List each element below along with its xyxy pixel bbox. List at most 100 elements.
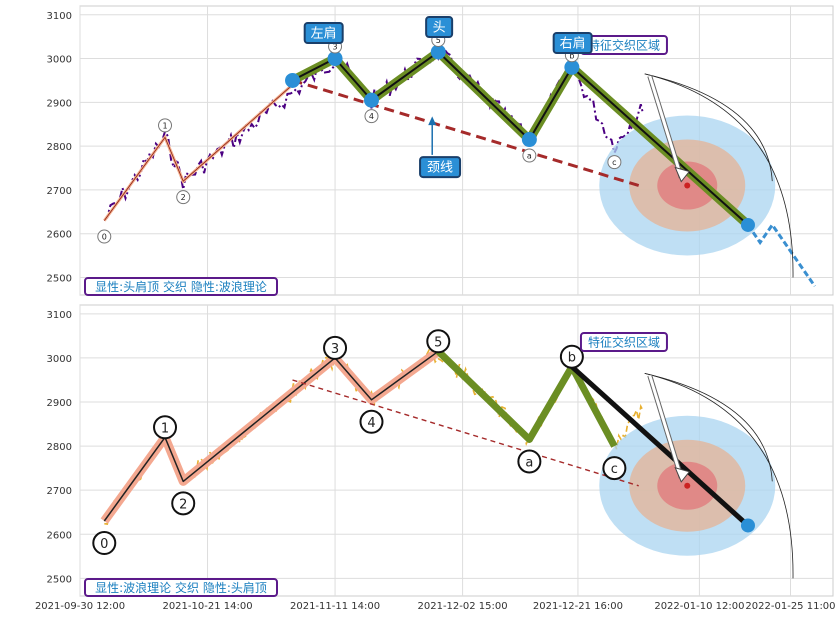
right-shoulder-label: 右肩 xyxy=(560,36,586,52)
neckline-label: 颈线 xyxy=(427,161,453,176)
wave-label-3: 3 xyxy=(331,342,339,357)
wave-label-4: 4 xyxy=(367,416,375,431)
y-tick-label: 3000 xyxy=(47,55,72,66)
target-point xyxy=(684,482,691,489)
panel-footer-label: 显性:头肩顶 交织 隐性:波浪理论 xyxy=(95,279,267,294)
head-label-box xyxy=(425,16,454,38)
top-panel: 2500 2600 2700 2800 2900 3000 3100 0 1 2 3 4 5 a b c 显性:… xyxy=(47,5,834,296)
x-tick-label: 2021-11-11 14:00 xyxy=(290,601,380,612)
forecast-arc-inner xyxy=(644,73,773,182)
y-tick-label: 2800 xyxy=(47,442,72,453)
x-tick-label: 2021-12-21 16:00 xyxy=(533,601,623,612)
neckline-label-box xyxy=(419,156,462,179)
forecast-endpoint xyxy=(740,217,755,232)
wave-label-circle xyxy=(92,531,117,556)
y-tick-label: 3100 xyxy=(47,11,72,22)
left-shoulder-label: 左肩 xyxy=(311,26,337,42)
wave-label-circle xyxy=(158,118,173,133)
wave-label-circle xyxy=(602,456,627,481)
x-tick-label: 2021-10-21 14:00 xyxy=(162,601,252,612)
wave-impulse-core xyxy=(103,84,293,221)
pattern-marker xyxy=(430,44,446,60)
panel-footer-label-box xyxy=(84,578,278,597)
forecast-arc xyxy=(644,372,794,579)
wave-label-circle xyxy=(171,491,196,516)
forecast-arc-inner xyxy=(644,372,773,482)
wave-label-3: 3 xyxy=(333,43,338,52)
wave-label-0: 0 xyxy=(102,233,107,242)
wave-label-1: 1 xyxy=(161,421,169,436)
x-tick-label: 2021-09-30 12:00 xyxy=(35,601,125,612)
wave-label-circle xyxy=(323,335,348,360)
wave-label-a: a xyxy=(527,152,532,161)
pattern-marker xyxy=(564,59,580,75)
wave-label-b: b xyxy=(569,51,574,60)
overlap-zone-label: 特征交织区域 xyxy=(588,334,660,349)
neckline xyxy=(292,78,640,187)
bottom-panel: 2500 2600 2700 2800 2900 3000 3100 0 1 2 3 4 5 a b c 显性:… xyxy=(47,304,834,597)
wave-label-c: c xyxy=(611,462,618,477)
target-arrow-head xyxy=(674,467,691,483)
y-tick-label: 3000 xyxy=(47,354,72,365)
pattern-marker xyxy=(327,51,343,67)
pattern-marker xyxy=(363,92,379,108)
overlap-zone-label-box xyxy=(579,332,668,352)
overlap-zone-label: 特征交织区域 xyxy=(588,37,660,52)
x-tick-labels: 2021-09-30 12:00 2021-10-21 14:00 2021-11-… xyxy=(35,601,836,612)
panel-footer-label: 显性:波浪理论 交织 隐性:头肩顶 xyxy=(95,580,267,595)
forecast-line xyxy=(570,364,750,528)
forecast-line xyxy=(746,222,817,288)
forecast-arc xyxy=(644,73,794,278)
y-tick-label: 2900 xyxy=(47,98,72,109)
panel-footer-label-box xyxy=(84,277,278,296)
pattern-marker xyxy=(521,132,537,148)
wave-label-circle xyxy=(176,190,191,205)
y-tick-label: 2600 xyxy=(47,530,72,541)
y-tick-label: 2800 xyxy=(47,142,72,153)
wave-label-circle xyxy=(359,409,384,434)
y-tick-label: 2700 xyxy=(47,486,72,497)
wave-label-circle xyxy=(426,329,451,354)
x-tick-label: 2022-01-25 11:00 xyxy=(745,601,835,612)
wave-label-circle xyxy=(559,344,584,369)
left-shoulder-label-box xyxy=(303,22,344,44)
wave-label-1: 1 xyxy=(162,121,167,130)
wave-correction-line xyxy=(435,348,618,448)
y-tick-label: 2600 xyxy=(47,230,72,241)
forecast-endpoint xyxy=(740,518,755,533)
target-arrow-body xyxy=(648,375,683,479)
x-tick-label: 2021-12-02 15:00 xyxy=(418,601,508,612)
y-tick-label: 3100 xyxy=(47,310,72,321)
wave-label-c: c xyxy=(612,158,616,167)
y-tick-label: 2500 xyxy=(47,574,72,585)
wave-label-b: b xyxy=(568,351,576,366)
wave-label-circle xyxy=(153,415,178,440)
target-point xyxy=(684,182,691,189)
wave-label-circle xyxy=(97,229,112,244)
wave-label-4: 4 xyxy=(369,112,374,121)
neckline xyxy=(292,379,639,487)
wave-label-5: 5 xyxy=(434,335,442,350)
wave-label-circle xyxy=(364,109,379,124)
wave-label-circle xyxy=(522,148,537,163)
wave-label-0: 0 xyxy=(100,537,108,552)
right-shoulder-label-box xyxy=(552,32,593,54)
x-tick-label: 2022-01-10 12:00 xyxy=(654,601,744,612)
wave-label-circle xyxy=(607,155,622,170)
y-tick-label: 2500 xyxy=(47,273,72,284)
target-arrow-head xyxy=(674,166,691,183)
head-label: 头 xyxy=(433,21,446,36)
wave-label-2: 2 xyxy=(179,497,187,512)
wave-label-a: a xyxy=(525,455,533,470)
wave-label-2: 2 xyxy=(181,193,186,202)
y-tick-label: 2700 xyxy=(47,186,72,197)
neckline-pointer-head xyxy=(428,116,437,126)
y-tick-label: 2900 xyxy=(47,398,72,409)
wave-impulse-line xyxy=(103,350,439,522)
wave-label-circle xyxy=(517,449,542,474)
target-arrow-body xyxy=(648,75,683,178)
pattern-marker xyxy=(285,72,301,88)
wave-label-5: 5 xyxy=(436,36,441,45)
